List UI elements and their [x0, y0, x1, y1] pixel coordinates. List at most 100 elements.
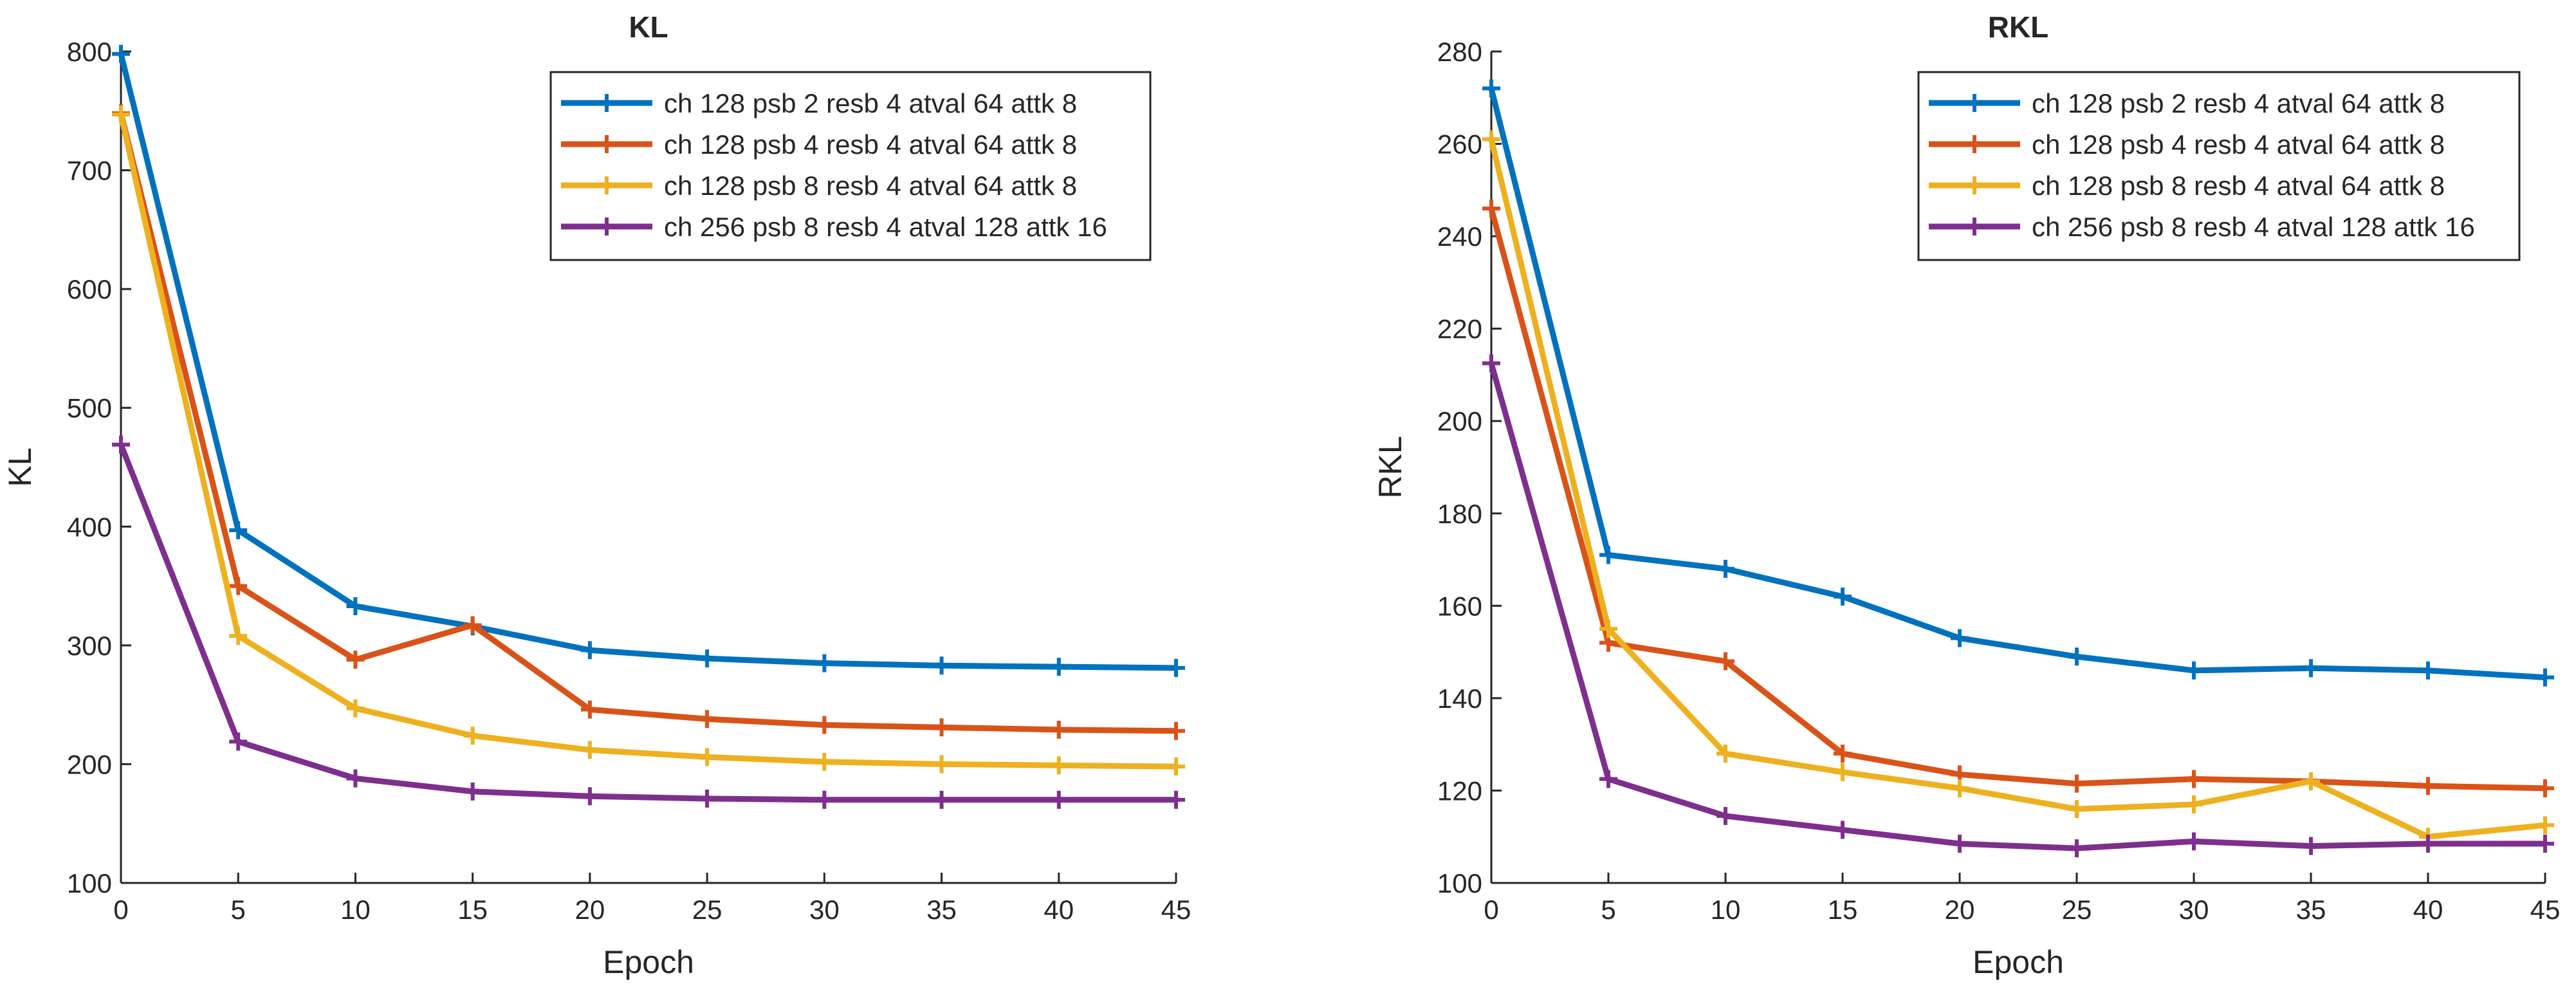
x-tick-label: 10 — [340, 895, 371, 925]
series-line — [118, 441, 1179, 803]
series-2 — [112, 104, 1185, 740]
data-point — [1167, 790, 1185, 809]
series-line — [1488, 205, 2548, 792]
data-point — [1716, 559, 1734, 578]
y-tick-label: 100 — [1437, 868, 1482, 898]
data-point — [1716, 806, 1734, 825]
data-point — [2068, 800, 2086, 819]
y-tick-label: 140 — [1437, 683, 1482, 714]
chart-title: KL — [629, 10, 668, 44]
y-tick-label: 300 — [67, 631, 112, 661]
series-line — [1488, 360, 2548, 851]
legend: ch 128 psb 2 resb 4 atval 64 attk 8 ch 12… — [549, 71, 1152, 261]
series-3 — [1482, 130, 2554, 846]
legend-label: ch 128 psb 8 resb 4 atval 64 attk 8 — [664, 171, 1077, 201]
data-point — [2536, 816, 2554, 835]
y-tick-label: 260 — [1437, 129, 1482, 160]
data-point — [229, 732, 248, 751]
data-point — [2536, 779, 2554, 797]
x-tick-label: 45 — [2530, 895, 2561, 925]
data-point — [112, 435, 130, 454]
data-point — [580, 741, 599, 759]
data-point — [1167, 658, 1185, 677]
data-point — [2185, 795, 2203, 813]
data-point — [2302, 772, 2320, 791]
data-point — [698, 649, 717, 668]
data-point — [2302, 837, 2320, 855]
legend-item: ch 128 psb 2 resb 4 atval 64 attk 8 — [1929, 88, 2445, 118]
chart-title: RKL — [1988, 10, 2049, 44]
data-point — [815, 790, 834, 809]
data-point — [1599, 546, 1617, 564]
data-point — [346, 597, 365, 615]
y-tick-label: 200 — [67, 749, 112, 779]
y-tick-label: 100 — [67, 868, 112, 898]
x-axis-title: Epoch — [603, 944, 694, 980]
data-point — [580, 641, 599, 660]
data-point — [1049, 720, 1068, 739]
y-tick-label: 600 — [67, 274, 112, 304]
data-point — [698, 748, 717, 766]
x-tick-label: 10 — [1711, 895, 1741, 925]
y-tick-label: 800 — [67, 37, 112, 67]
data-point — [112, 44, 130, 63]
data-point — [698, 710, 717, 729]
data-point — [2068, 839, 2086, 858]
legend-label: ch 256 psb 8 resb 4 atval 128 attk 16 — [2032, 212, 2475, 242]
data-point — [2302, 659, 2320, 678]
data-point — [2536, 834, 2554, 853]
data-point — [932, 790, 951, 809]
data-point — [1834, 745, 1852, 763]
data-point — [932, 656, 951, 675]
data-point — [815, 654, 834, 673]
legend-item: ch 128 psb 2 resb 4 atval 64 attk 8 — [561, 88, 1077, 118]
x-tick-label: 35 — [926, 895, 957, 925]
x-tick-label: 5 — [1601, 895, 1615, 925]
legend-item: ch 128 psb 8 resb 4 atval 64 attk 8 — [561, 171, 1077, 201]
data-point — [580, 700, 599, 719]
x-tick-label: 30 — [2179, 895, 2209, 925]
chart-kl: 0 5 10 15 20 25 30 35 40 45 100 200 300 400 500 600 700 8… — [2, 10, 1191, 980]
data-point — [1599, 770, 1617, 788]
data-point — [346, 769, 365, 788]
data-point — [815, 716, 834, 734]
data-point — [1482, 130, 1500, 149]
data-point — [2185, 661, 2203, 680]
data-point — [1716, 652, 1734, 671]
data-point — [229, 627, 248, 645]
y-axis-title: KL — [2, 447, 38, 487]
data-point — [2419, 834, 2437, 853]
legend-item: ch 128 psb 4 resb 4 atval 64 attk 8 — [561, 129, 1077, 160]
series-line — [118, 51, 1179, 671]
data-point — [1834, 763, 1852, 781]
series-2 — [1482, 200, 2554, 797]
legend-label: ch 128 psb 8 resb 4 atval 64 attk 8 — [2032, 171, 2445, 201]
data-point — [1834, 587, 1852, 606]
series-line — [118, 111, 1179, 770]
data-point — [1599, 620, 1617, 638]
data-point — [932, 755, 951, 774]
data-point — [1951, 779, 1969, 797]
y-tick-label: 700 — [67, 156, 112, 186]
x-tick-label: 30 — [809, 895, 840, 925]
data-point — [229, 521, 248, 539]
data-point — [1482, 354, 1500, 373]
data-point — [1049, 790, 1068, 809]
legend-item: ch 256 psb 8 resb 4 atval 128 attk 16 — [1929, 212, 2475, 242]
data-point — [2419, 661, 2437, 680]
y-tick-label: 220 — [1437, 314, 1482, 344]
x-axis-title: Epoch — [1973, 944, 2064, 980]
data-point — [2419, 777, 2437, 795]
data-point — [1049, 658, 1068, 676]
x-tick-label: 15 — [457, 895, 488, 925]
data-point — [2536, 668, 2554, 687]
x-tick-label: 5 — [231, 895, 246, 925]
y-tick-label: 180 — [1437, 499, 1482, 529]
legend-item: ch 256 psb 8 resb 4 atval 128 attk 16 — [561, 212, 1107, 242]
series-4 — [112, 435, 1185, 809]
legend-label: ch 128 psb 2 resb 4 atval 64 attk 8 — [2032, 88, 2445, 118]
data-point — [1951, 834, 1969, 853]
data-point — [2185, 832, 2203, 851]
data-point — [932, 718, 951, 737]
data-point — [463, 727, 482, 745]
